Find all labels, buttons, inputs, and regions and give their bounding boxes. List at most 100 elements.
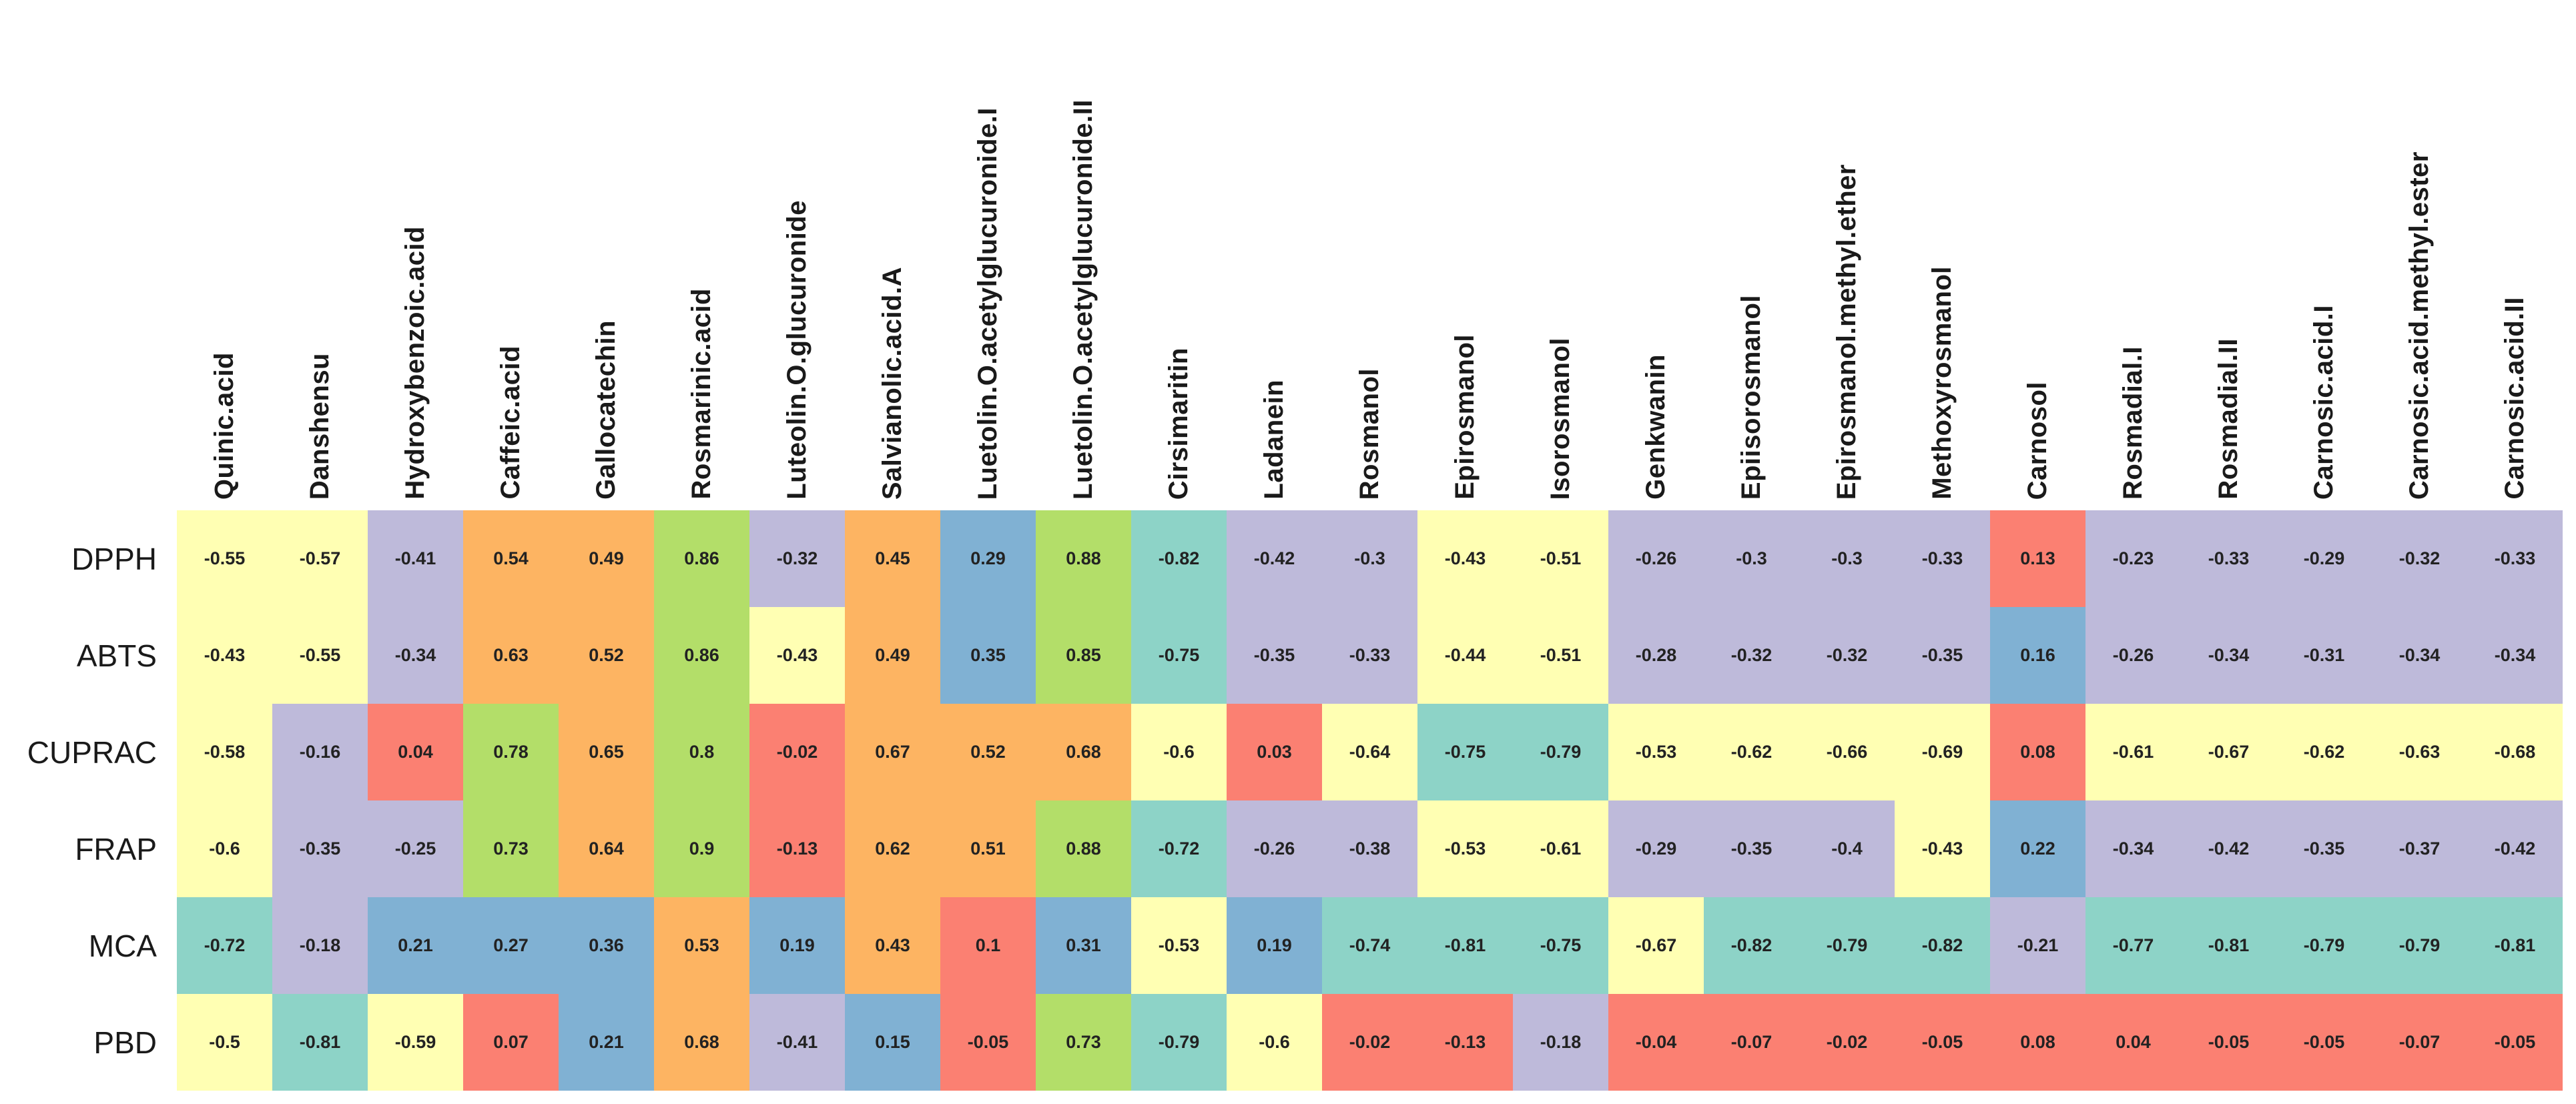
row-label-frap: FRAP [0, 800, 177, 897]
heatmap-cell: -0.02 [1322, 994, 1417, 1091]
heatmap-cell: 0.49 [559, 510, 654, 607]
heatmap-cell: 0.9 [654, 800, 749, 897]
heatmap-cell: -0.41 [749, 994, 845, 1091]
heatmap-cell: -0.81 [272, 994, 368, 1091]
heatmap-cell: -0.5 [177, 994, 272, 1091]
column-header-epirosmanol-methyl-ether: Epirosmanol.methyl.ether [1799, 0, 1895, 510]
column-header-label: Methoxyrosmanol [1927, 266, 1957, 500]
heatmap-cell: 0.88 [1036, 800, 1131, 897]
heatmap-cell: -0.53 [1417, 800, 1513, 897]
heatmap-cell: 0.29 [940, 510, 1036, 607]
heatmap-cell: -0.33 [2467, 510, 2563, 607]
heatmap-cell: -0.6 [177, 800, 272, 897]
heatmap-cell: 0.07 [463, 994, 559, 1091]
row-label-dpph: DPPH [0, 510, 177, 607]
column-header-gallocatechin: Gallocatechin [559, 0, 654, 510]
heatmap-cell: 0.88 [1036, 510, 1131, 607]
heatmap-cell: -0.35 [2276, 800, 2372, 897]
heatmap-cell: -0.35 [1895, 607, 1990, 704]
heatmap-cell: -0.75 [1513, 897, 1608, 994]
heatmap-cell: -0.38 [1322, 800, 1417, 897]
heatmap-cell: -0.43 [177, 607, 272, 704]
heatmap-cell: 0.21 [559, 994, 654, 1091]
column-header-luteolin-o-glucuronide: Luteolin.O.glucuronide [749, 0, 845, 510]
heatmap-cell: -0.82 [1704, 897, 1799, 994]
heatmap-cell: 0.63 [463, 607, 559, 704]
column-header-label: Epiisorosmanol [1736, 294, 1766, 500]
heatmap-cell: 0.52 [559, 607, 654, 704]
heatmap-cell: -0.58 [177, 704, 272, 800]
heatmap-cell: -0.07 [1704, 994, 1799, 1091]
column-header-danshensu: Danshensu [272, 0, 368, 510]
column-header-luetolin-o-acetylglucuronide-i: Luetolin.O.acetylglucuronide.I [940, 0, 1036, 510]
heatmap-cell: -0.26 [1227, 800, 1322, 897]
heatmap-cell: -0.37 [2372, 800, 2467, 897]
heatmap-cell: 0.04 [368, 704, 463, 800]
heatmap-cell: -0.55 [272, 607, 368, 704]
heatmap-cell: -0.79 [1131, 994, 1227, 1091]
heatmap-cell: -0.55 [177, 510, 272, 607]
heatmap-cell: -0.61 [2085, 704, 2181, 800]
column-header-label: Quinic.acid [210, 352, 239, 500]
heatmap-cell: -0.18 [1513, 994, 1608, 1091]
heatmap-cell: -0.53 [1608, 704, 1704, 800]
heatmap-cell: 0.1 [940, 897, 1036, 994]
column-header-label: Cirsimaritin [1164, 347, 1193, 500]
heatmap-cell: -0.13 [749, 800, 845, 897]
row-label-cuprac: CUPRAC [0, 704, 177, 800]
column-header-rosmanol: Rosmanol [1322, 0, 1417, 510]
column-header-label: Carnosic.acid.methyl.ester [2404, 151, 2434, 500]
heatmap-cell: 0.08 [1990, 994, 2085, 1091]
heatmap-cell: -0.29 [1608, 800, 1704, 897]
heatmap-cell: -0.44 [1417, 607, 1513, 704]
column-header-label: Salvianolic.acid.A [878, 266, 907, 500]
heatmap-cell: -0.68 [2467, 704, 2563, 800]
heatmap-cell: -0.26 [2085, 607, 2181, 704]
heatmap-cell: -0.79 [1513, 704, 1608, 800]
column-header-rosmadial-i: Rosmadial.I [2085, 0, 2181, 510]
heatmap-cell: -0.82 [1895, 897, 1990, 994]
heatmap-cell: -0.33 [1322, 607, 1417, 704]
column-header-rosmarinic-acid: Rosmarinic.acid [654, 0, 749, 510]
heatmap-cell: 0.27 [463, 897, 559, 994]
heatmap-cell: -0.07 [2372, 994, 2467, 1091]
heatmap-cell: -0.16 [272, 704, 368, 800]
heatmap-cell: -0.05 [940, 994, 1036, 1091]
heatmap-cell: 0.62 [845, 800, 940, 897]
heatmap-cell: -0.63 [2372, 704, 2467, 800]
column-header-label: Hydroxybenzoic.acid [400, 226, 430, 500]
heatmap-cell: -0.05 [1895, 994, 1990, 1091]
column-header-label: Luetolin.O.acetylglucuronide.II [1068, 99, 1098, 500]
heatmap-cell: 0.68 [1036, 704, 1131, 800]
heatmap-cell: -0.35 [1704, 800, 1799, 897]
heatmap-cell: 0.73 [463, 800, 559, 897]
heatmap-cell: -0.25 [368, 800, 463, 897]
row-label-abts: ABTS [0, 607, 177, 704]
column-header-epirosmanol: Epirosmanol [1417, 0, 1513, 510]
heatmap-cell: -0.34 [2181, 607, 2276, 704]
heatmap-cell: 0.13 [1990, 510, 2085, 607]
column-header-label: Rosmadial.I [2118, 346, 2148, 500]
column-header-luetolin-o-acetylglucuronide-ii: Luetolin.O.acetylglucuronide.II [1036, 0, 1131, 510]
column-header-label: Luetolin.O.acetylglucuronide.I [973, 107, 1002, 500]
heatmap-cell: -0.32 [2372, 510, 2467, 607]
column-header-label: Luteolin.O.glucuronide [782, 200, 812, 500]
heatmap-cell: 0.15 [845, 994, 940, 1091]
column-header-isorosmanol: Isorosmanol [1513, 0, 1608, 510]
heatmap-cell: -0.72 [1131, 800, 1227, 897]
column-header-caffeic-acid: Caffeic.acid [463, 0, 559, 510]
row-label-mca: MCA [0, 897, 177, 994]
column-header-label: Danshensu [305, 352, 334, 500]
heatmap-cell: -0.6 [1227, 994, 1322, 1091]
heatmap-cell: 0.53 [654, 897, 749, 994]
column-header-label: Epirosmanol.methyl.ether [1832, 163, 1861, 500]
column-header-label: Carnosol [2023, 381, 2052, 500]
heatmap-cell: 0.35 [940, 607, 1036, 704]
heatmap-cell: 0.78 [463, 704, 559, 800]
column-header-carnosol: Carnosol [1990, 0, 2085, 510]
heatmap-cell: -0.51 [1513, 607, 1608, 704]
heatmap-cell: -0.3 [1704, 510, 1799, 607]
heatmap-cell: -0.32 [749, 510, 845, 607]
column-header-label: Ladanein [1259, 380, 1289, 500]
column-header-carnosic-acid-i: Carnosic.acid.I [2276, 0, 2372, 510]
